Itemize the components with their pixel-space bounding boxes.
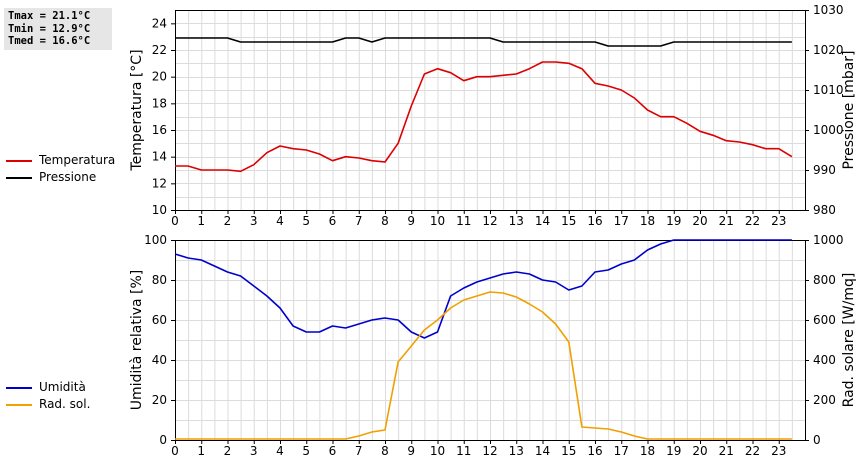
x-tick-label: 4 bbox=[276, 444, 284, 458]
series-line-rad-sol- bbox=[175, 291, 792, 440]
x-tick-label: 17 bbox=[614, 214, 629, 228]
legend-swatch-pressione bbox=[6, 177, 32, 179]
x-tick-label: 13 bbox=[509, 444, 524, 458]
x-tick-label: 12 bbox=[482, 214, 497, 228]
x-tick-label: 20 bbox=[692, 444, 707, 458]
x-tick-label: 8 bbox=[381, 214, 389, 228]
y2-tick-label: 600 bbox=[813, 313, 836, 327]
x-tick-label: 11 bbox=[456, 214, 471, 228]
x-tick-label: 15 bbox=[561, 444, 576, 458]
y-tick-label: 0 bbox=[159, 433, 167, 447]
legend-label-radsol: Rad. sol. bbox=[39, 397, 91, 411]
y-tick-label: 16 bbox=[152, 123, 167, 137]
x-tick-label: 0 bbox=[171, 444, 179, 458]
y-tick-label: 60 bbox=[152, 313, 167, 327]
x-tick-label: 14 bbox=[535, 214, 550, 228]
x-tick-label: 0 bbox=[171, 214, 179, 228]
series-line-temperatura bbox=[175, 61, 793, 173]
y2-axis-title: Rad. solare [W/mq] bbox=[841, 273, 857, 408]
x-tick-label: 10 bbox=[430, 444, 445, 458]
stats-box: Tmax = 21.1°C Tmin = 12.9°C Tmed = 16.6°… bbox=[4, 8, 112, 50]
x-tick-label: 9 bbox=[407, 214, 415, 228]
x-tick-label: 23 bbox=[771, 214, 786, 228]
x-tick-label: 9 bbox=[407, 444, 415, 458]
y2-tick-label: 990 bbox=[813, 163, 836, 177]
series-line-pressione bbox=[175, 37, 792, 47]
y2-tick-label: 980 bbox=[813, 203, 836, 217]
tmax-text: Tmax = 21.1°C bbox=[8, 10, 91, 22]
x-tick-label: 22 bbox=[745, 444, 760, 458]
y-tick-label: 24 bbox=[152, 16, 167, 30]
x-tick-label: 5 bbox=[302, 444, 310, 458]
y-tick-label: 80 bbox=[152, 273, 167, 287]
y-tick-label: 100 bbox=[144, 233, 167, 247]
x-tick-label: 1 bbox=[197, 214, 205, 228]
x-tick-label: 10 bbox=[430, 214, 445, 228]
x-tick-label: 6 bbox=[329, 214, 337, 228]
y-tick-label: 18 bbox=[152, 96, 167, 110]
y-axis-title: Temperatura [°C] bbox=[129, 49, 145, 171]
x-tick-label: 18 bbox=[640, 214, 655, 228]
y2-tick-label: 800 bbox=[813, 273, 836, 287]
x-tick-label: 4 bbox=[276, 214, 284, 228]
x-tick-label: 19 bbox=[666, 214, 681, 228]
x-tick-label: 22 bbox=[745, 214, 760, 228]
x-tick-label: 3 bbox=[250, 214, 258, 228]
x-tick-label: 2 bbox=[224, 214, 232, 228]
x-tick-label: 5 bbox=[302, 214, 310, 228]
x-tick-label: 16 bbox=[587, 444, 602, 458]
x-tick-label: 14 bbox=[535, 444, 550, 458]
y-tick-label: 14 bbox=[152, 150, 167, 164]
y-tick-label: 20 bbox=[152, 393, 167, 407]
y-tick-label: 12 bbox=[152, 176, 167, 190]
x-tick-label: 15 bbox=[561, 214, 576, 228]
legend-label-temperatura: Temperatura bbox=[39, 153, 116, 167]
x-tick-label: 3 bbox=[250, 444, 258, 458]
legend-swatch-radsol bbox=[6, 404, 32, 406]
x-tick-label: 7 bbox=[355, 214, 363, 228]
tmin-text: Tmin = 12.9°C bbox=[8, 22, 91, 35]
x-tick-label: 20 bbox=[692, 214, 707, 228]
y2-tick-label: 200 bbox=[813, 393, 836, 407]
x-tick-label: 6 bbox=[329, 444, 337, 458]
tmed-text: Tmed = 16.6°C bbox=[8, 35, 91, 47]
chart-bottom: 0 1 2 3 4 5 6 7 8 9 10 11 12 13 14 15 16 17 18 19 20 21 22 2302… bbox=[129, 233, 857, 458]
x-tick-label: 12 bbox=[482, 444, 497, 458]
y-tick-label: 40 bbox=[152, 353, 167, 367]
x-tick-label: 13 bbox=[509, 214, 524, 228]
x-tick-label: 18 bbox=[640, 444, 655, 458]
y-tick-label: 22 bbox=[152, 43, 167, 57]
y2-tick-label: 1030 bbox=[813, 3, 844, 17]
y-tick-label: 20 bbox=[152, 70, 167, 84]
y-axis-title: Umidità relativa [%] bbox=[129, 270, 145, 411]
y2-axis-title: Pressione [mbar] bbox=[841, 50, 857, 169]
x-tick-label: 8 bbox=[381, 444, 389, 458]
x-tick-label: 2 bbox=[224, 444, 232, 458]
x-tick-label: 23 bbox=[771, 444, 786, 458]
y2-tick-label: 400 bbox=[813, 353, 836, 367]
x-tick-label: 16 bbox=[587, 214, 602, 228]
y2-tick-label: 1010 bbox=[813, 83, 844, 97]
x-tick-label: 21 bbox=[719, 444, 734, 458]
y2-tick-label: 1000 bbox=[813, 123, 844, 137]
x-tick-label: 11 bbox=[456, 444, 471, 458]
series-line-umidit- bbox=[174, 239, 792, 339]
legend-label-pressione: Pressione bbox=[39, 170, 97, 184]
x-tick-label: 1 bbox=[197, 444, 205, 458]
legend-swatch-umidita bbox=[6, 387, 32, 389]
y-tick-label: 10 bbox=[152, 203, 167, 217]
y2-tick-label: 1000 bbox=[813, 233, 844, 247]
x-tick-label: 19 bbox=[666, 444, 681, 458]
y2-tick-label: 0 bbox=[813, 433, 821, 447]
chart-top: 0 1 2 3 4 5 6 7 8 9 10 11 12 13 14 15 16 17 18 19 20 21 22 2310… bbox=[129, 3, 857, 228]
x-tick-label: 17 bbox=[614, 444, 629, 458]
y2-tick-label: 1020 bbox=[813, 43, 844, 57]
x-tick-label: 21 bbox=[719, 214, 734, 228]
legend-label-umidita: Umidità bbox=[39, 380, 86, 394]
legend-swatch-temperatura bbox=[6, 160, 32, 162]
x-tick-label: 7 bbox=[355, 444, 363, 458]
